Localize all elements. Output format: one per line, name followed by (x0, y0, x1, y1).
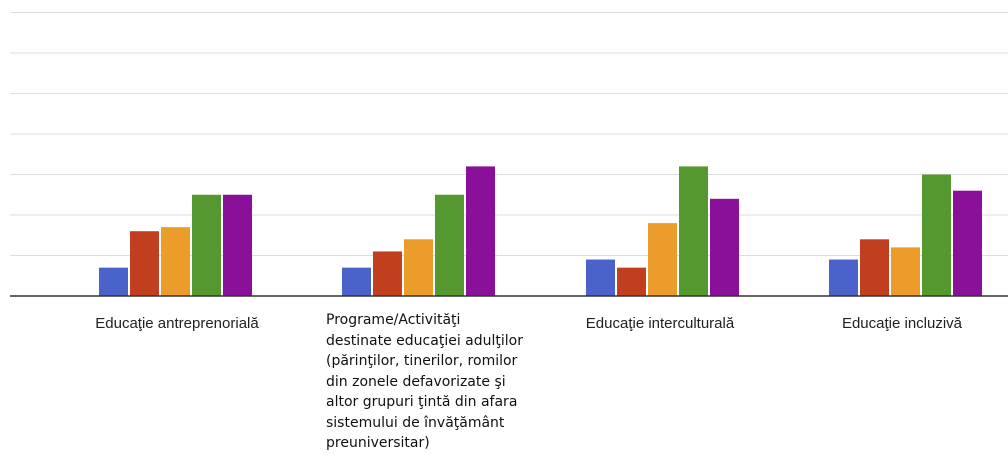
bar-c3-s2 (891, 247, 920, 296)
category-label-0: Educaţie antreprenorială (95, 315, 259, 332)
bar-c3-s3 (922, 174, 951, 296)
bar-c3-s4 (953, 190, 982, 296)
category-label-1: Programe/Activităţi destinate educaţiei … (326, 312, 523, 451)
bar-c3-s0 (829, 259, 858, 296)
bar-c1-s2 (404, 239, 433, 296)
bar-c2-s4 (710, 198, 739, 296)
bar-c2-s1 (617, 267, 646, 296)
category-label-3: Educaţie incluzivă (841, 315, 963, 332)
bar-c1-s4 (466, 166, 495, 296)
bar-c0-s1 (130, 231, 159, 296)
bar-c0-s4 (223, 194, 252, 296)
bar-c1-s0 (342, 267, 371, 296)
gridlines (10, 12, 1008, 256)
bar-c0-s2 (161, 227, 190, 296)
bar-c0-s3 (192, 194, 221, 296)
category-label-2: Educaţie interculturală (585, 315, 735, 332)
bar-c0-s0 (99, 267, 128, 296)
bar-c2-s0 (586, 259, 615, 296)
bar-c2-s2 (648, 223, 677, 296)
bar-c1-s3 (435, 194, 464, 296)
bar-c3-s1 (860, 239, 889, 296)
bar-c2-s3 (679, 166, 708, 296)
bars (99, 166, 982, 296)
bar-c1-s1 (373, 251, 402, 296)
